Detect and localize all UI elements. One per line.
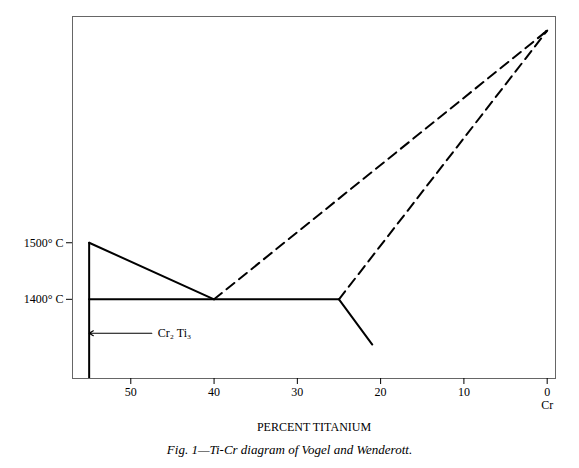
svg-text:0: 0: [544, 385, 551, 399]
svg-text:40: 40: [208, 385, 220, 399]
svg-text:50: 50: [125, 385, 137, 399]
svg-text:30: 30: [291, 385, 303, 399]
svg-text:20: 20: [375, 385, 387, 399]
svg-text:PERCENT TITANIUM: PERCENT TITANIUM: [257, 420, 372, 434]
svg-text:Cr: Cr: [541, 398, 553, 412]
svg-text:10: 10: [458, 385, 470, 399]
html-text:Fig. 1—Ti-Cr diagram of Vogel: Fig. 1—Ti-Cr diagram of Vogel and Wender…: [166, 442, 413, 457]
svg-text:1500° C: 1500° C: [24, 236, 64, 250]
svg-text:Cr₂ Ti₃: Cr₂ Ti₃: [158, 326, 191, 340]
svg-text:1400° C: 1400° C: [24, 292, 64, 306]
